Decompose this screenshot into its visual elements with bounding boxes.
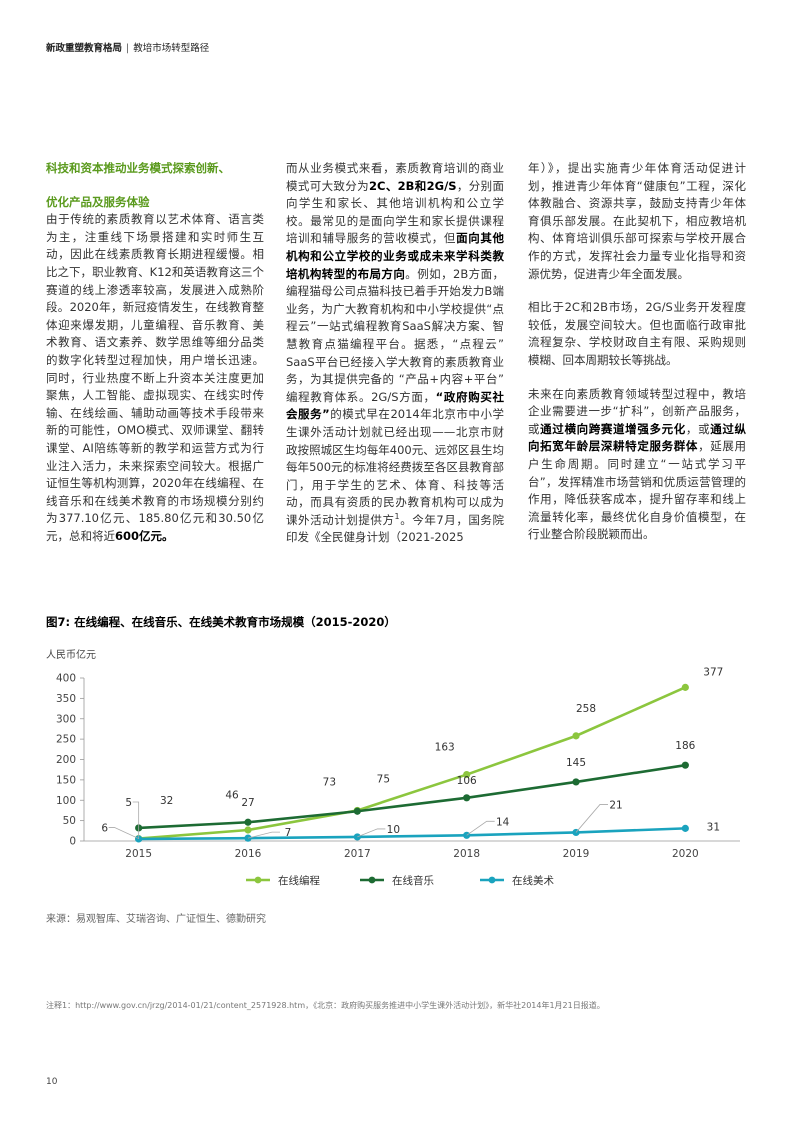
col2-t2: ，分别面向学生和家长、其他培训机构和公立学校。最常见的是面向学生和家长提供课程培…: [286, 178, 505, 246]
footnote: 注释1：http://www.gov.cn/jrzg/2014-01/21/co…: [46, 1001, 605, 1010]
col3-p3-t3: ，延展用户生命周期。同时建立“一站式学习平台”，发挥精准市场营销和优质运营管理的…: [528, 439, 747, 542]
data-label: 5: [125, 797, 132, 809]
y-tick-label: 350: [56, 693, 76, 705]
series-line-2: [138, 763, 686, 830]
col3-p3-t2: ，或: [685, 421, 711, 436]
x-tick-label: 2016: [235, 848, 262, 860]
data-label: 14: [496, 816, 510, 828]
header-title: 新政重塑教育格局: [46, 43, 123, 54]
data-point: [135, 835, 143, 843]
data-label: 106: [457, 775, 477, 787]
data-label: 377: [703, 666, 723, 678]
leader-line: [132, 801, 140, 839]
column-3-paragraph-2: 相比于2C和2B市场，2G/S业务开发程度较低，发展空间较大。但也面临行政审批流…: [528, 300, 746, 367]
header-subtitle: 教培市场转型路径: [133, 43, 210, 54]
y-tick-label: 200: [56, 754, 76, 766]
x-tick-label: 2019: [563, 848, 590, 860]
running-header: 新政重塑教育格局 | 教培市场转型路径: [46, 40, 209, 54]
col1-text: 由于传统的素质教育以艺术体育、语言类为主，注重线下场景搭建和实时师生互动，因此在…: [46, 212, 264, 543]
leader-line: [466, 820, 495, 836]
column-2-paragraph: 而从业务模式来看，素质教育培训的商业模式可大致分为2C、2B和2G/S，分别面向…: [286, 160, 504, 547]
data-point: [244, 818, 252, 826]
data-point: [463, 831, 471, 839]
figure-title: 图7: 在线编程、在线音乐、在线美术教育市场规模（2015-2020）: [46, 615, 396, 629]
leader-line: [108, 827, 139, 839]
data-point: [463, 770, 471, 779]
data-label: 6: [101, 823, 108, 835]
col3-p3-b1: 通过横向跨赛道增强多元化: [540, 421, 686, 436]
col2-b1: 2C、2B和2G/S: [369, 178, 457, 193]
col2-b3: “政府购买社会服务”: [286, 389, 505, 422]
data-point: [681, 761, 689, 769]
col2-t3: 。例如，2B方面，编程猫母公司点猫科技已着手开始发力B端业务，为广大教育机构和中…: [286, 266, 505, 404]
data-label: 145: [566, 757, 586, 769]
leader-line: [247, 831, 280, 839]
data-label: 163: [435, 742, 455, 754]
data-label: 258: [576, 703, 596, 715]
legend-label: 在线音乐: [392, 874, 434, 887]
data-label: 32: [160, 795, 173, 807]
data-label: 7: [285, 827, 292, 839]
y-tick-label: 150: [56, 774, 76, 786]
column-3-paragraph-1: 年）》，提出实施青少年体育活动促进计划，推进青少年体育“健康包”工程，深化体教融…: [528, 161, 746, 281]
data-point: [572, 778, 580, 786]
section-heading-line1: 科技和资本推动业务模式探索创新、: [46, 161, 230, 175]
data-label: 75: [377, 773, 390, 785]
page-number: 10: [46, 1077, 58, 1087]
y-tick-label: 50: [63, 815, 76, 827]
line-chart: 0 50 100 150 200 250 300 350 400 2015 2016 2017 2018…: [56, 666, 740, 887]
data-point: [463, 794, 471, 802]
data-label: 10: [387, 824, 400, 836]
data-point: [572, 732, 580, 740]
legend-marker: [368, 876, 376, 884]
header-separator: |: [126, 43, 130, 54]
legend-marker: [488, 876, 496, 884]
data-label: 186: [675, 740, 695, 752]
col2-t4: 的模式早在2014年北京市中小学生课外活动计划就已经出现——北京市财政按照城区生…: [286, 407, 504, 527]
x-tick-label: 2020: [672, 848, 699, 860]
data-point: [353, 807, 361, 815]
x-tick-label: 2015: [125, 848, 152, 860]
series-line-3: [138, 827, 686, 841]
y-tick-label: 0: [69, 836, 76, 848]
y-tick-label: 100: [56, 795, 76, 807]
y-tick-label: 400: [56, 673, 76, 685]
data-label: 21: [609, 799, 622, 811]
data-label: 73: [323, 776, 336, 788]
chart-y-unit: 人民币亿元: [46, 650, 96, 661]
column-2: 而从业务模式来看，素质教育培训的商业模式可大致分为2C、2B和2G/S，分别面向…: [286, 160, 504, 563]
y-tick-label: 300: [56, 713, 76, 725]
data-point: [681, 683, 689, 691]
col1-text-bold: 600亿元。: [115, 528, 174, 543]
footnote-ref: 1: [394, 512, 400, 522]
x-tick-label: 2018: [453, 848, 480, 860]
legend-label: 在线美术: [512, 874, 554, 887]
series-line-1: [138, 686, 686, 840]
data-point: [353, 833, 361, 841]
leader-line: [575, 804, 608, 833]
col2-b2: 面向其他机构和公立学校的业务或成未来学科类教培机构转型的布局方向: [286, 231, 505, 281]
leader-line: [357, 828, 386, 838]
data-label: 46: [225, 789, 239, 801]
legend-label: 在线编程: [278, 874, 320, 887]
col2-t1: 而从业务模式来看，素质教育培训的商业模式可大致分为: [286, 161, 504, 193]
column-1-paragraph: 由于传统的素质教育以艺术体育、语言类为主，注重线下场景搭建和实时师生互动，因此在…: [46, 211, 264, 545]
x-tick-label: 2017: [344, 848, 371, 860]
figure-source: 来源：易观智库、艾瑞咨询、广证恒生、德勤研究: [46, 914, 266, 925]
column-3-paragraph-3: 未来在向素质教育领域转型过程中，教培企业需要进一步“扩科”，创新产品服务，或通过…: [528, 386, 746, 544]
column-3: 年）》，提出实施青少年体育活动促进计划，推进青少年体育“健康包”工程，深化体教融…: [528, 160, 746, 560]
legend-marker: [254, 876, 262, 884]
data-point: [681, 824, 689, 832]
data-label: 27: [241, 797, 254, 809]
data-label: 31: [707, 821, 720, 833]
col2-t5: 。今年7月，国务院印发《全民健身计划（2021-2025: [286, 512, 504, 545]
col3-p3-b2: 通过纵向拓宽年龄层深耕特定服务群体: [528, 421, 747, 454]
y-tick-label: 250: [56, 734, 76, 746]
column-1: 科技和资本推动业务模式探索创新、 优化产品及服务体验 由于传统的素质教育以艺术体…: [46, 160, 264, 561]
col3-p3-t1: 未来在向素质教育领域转型过程中，教培企业需要进一步“扩科”，创新产品服务，或: [528, 386, 746, 436]
data-point: [244, 826, 252, 834]
section-heading-line2: 优化产品及服务体验: [46, 194, 150, 209]
